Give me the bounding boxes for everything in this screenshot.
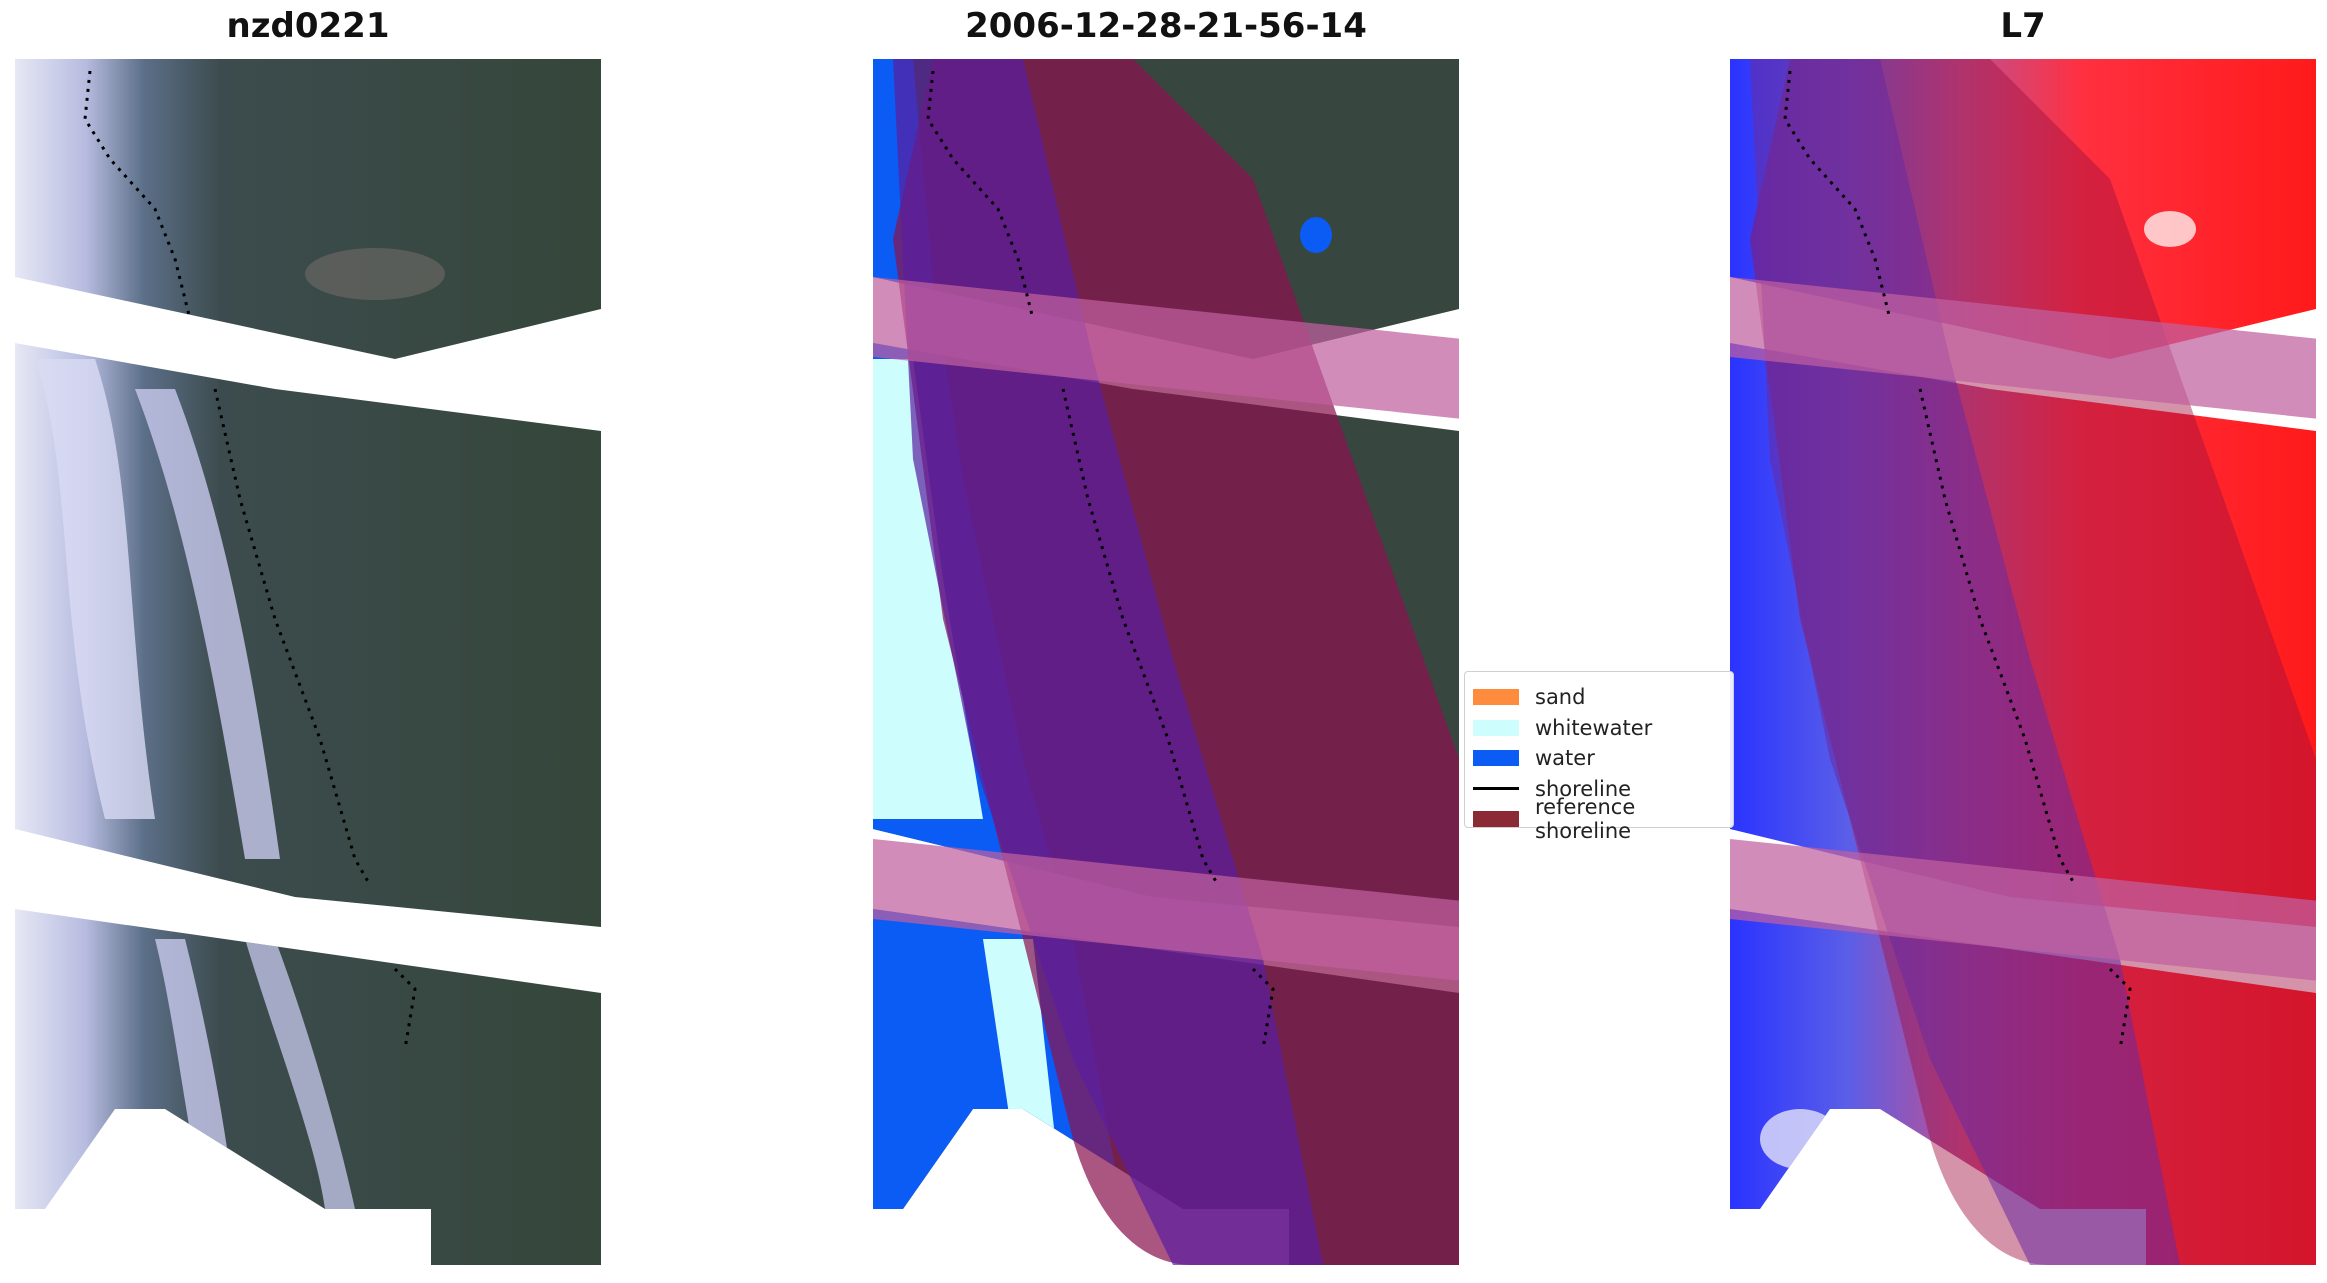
panel-title-date: 2006-12-28-21-56-14 [965, 6, 1367, 46]
legend-label: water [1535, 746, 1595, 771]
legend-item: reference shoreline [1473, 795, 1733, 843]
index-panel [1730, 59, 2316, 1265]
legend-swatch [1473, 811, 1519, 828]
panel-title-rgb: nzd0221 [226, 6, 390, 46]
legend-swatch [1473, 750, 1519, 767]
classification-panel [873, 59, 1459, 1265]
legend-label: reference shoreline [1535, 795, 1636, 844]
legend: sand whitewater water shoreline reference sh… [1464, 671, 1734, 843]
legend-label: whitewater [1535, 715, 1653, 740]
legend-label: shoreline [1535, 776, 1632, 801]
legend-swatch [1473, 689, 1519, 706]
panel-title-sensor: L7 [2000, 6, 2046, 46]
legend-swatch [1473, 787, 1519, 791]
legend-item: shoreline [1473, 774, 1733, 805]
rgb-image-panel [15, 59, 601, 1265]
legend-item: water [1473, 743, 1733, 774]
legend-item: sand [1473, 682, 1733, 713]
legend-swatch [1473, 719, 1519, 736]
legend-label: sand [1535, 685, 1586, 710]
legend-item: whitewater [1473, 713, 1733, 744]
